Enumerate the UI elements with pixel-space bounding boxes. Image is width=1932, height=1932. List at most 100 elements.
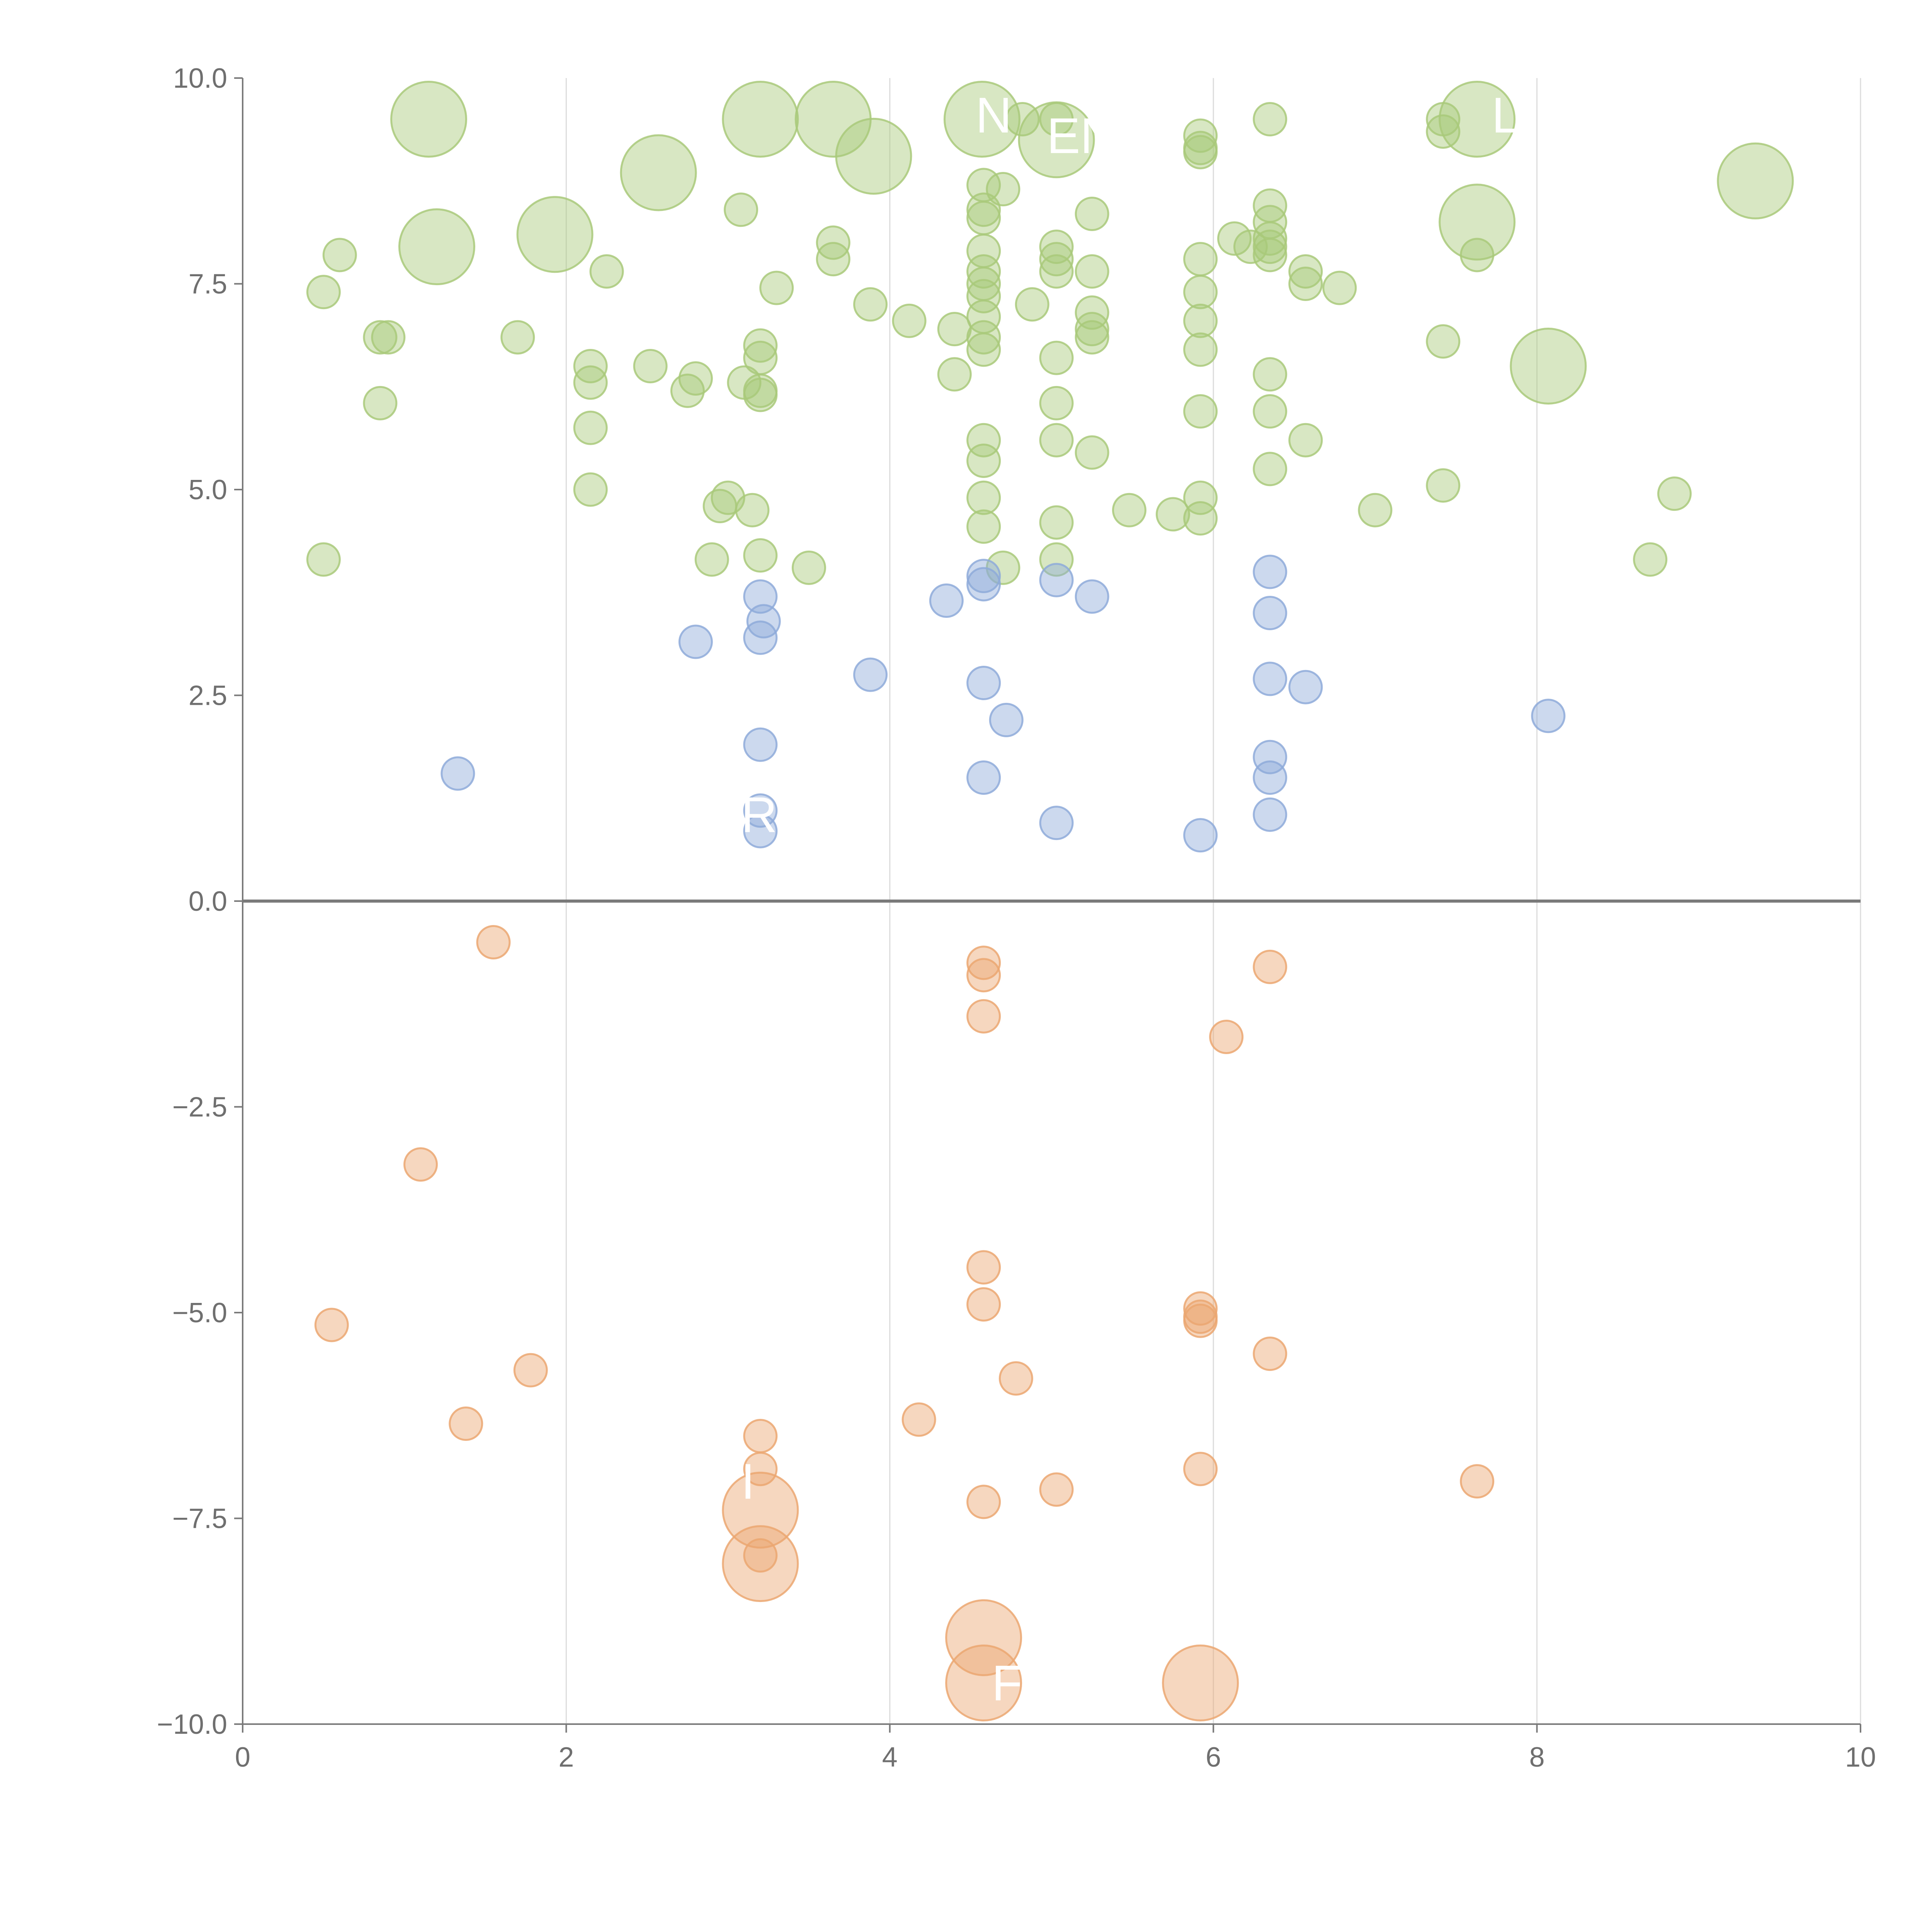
bubble-point <box>743 1452 778 1486</box>
bubble-point <box>743 814 778 849</box>
bubble-point <box>966 559 1001 594</box>
bubble-point <box>440 756 475 791</box>
bubble-point <box>853 287 888 322</box>
bubble-point <box>1253 554 1287 589</box>
bubble-point <box>722 1525 799 1602</box>
bubble-point <box>1075 435 1109 470</box>
bubble-point <box>1209 1019 1244 1054</box>
bubble-label: N <box>976 87 1012 143</box>
bubble-point <box>1039 230 1074 264</box>
bubble-point <box>743 579 778 614</box>
bubble-point <box>1156 497 1190 532</box>
bubble-point <box>1039 242 1074 277</box>
bubble-point <box>1039 386 1074 420</box>
y-tick-label: −7.5 <box>172 1503 227 1534</box>
bubble-point <box>966 279 1001 313</box>
bubble-point <box>1460 238 1495 272</box>
bubble-label: F <box>992 1655 1022 1711</box>
bubble-point <box>1717 142 1794 219</box>
bubble-point <box>937 357 972 392</box>
bubble-point <box>589 254 624 289</box>
bubble-point <box>1005 102 1040 136</box>
bubble-point <box>1039 806 1074 840</box>
bubble-point <box>966 320 1001 355</box>
bubble-point <box>966 946 1001 980</box>
y-tick-label: 5.0 <box>189 474 227 505</box>
x-tick-label: 2 <box>558 1742 574 1773</box>
bubble-point <box>1253 394 1287 429</box>
bubble-labels: N EN L R I F <box>741 87 1520 1711</box>
bubble-point <box>743 328 778 363</box>
bubble-point <box>1233 230 1268 264</box>
bubble-point <box>989 702 1024 737</box>
bubble-point <box>573 472 608 507</box>
bubble-point <box>1162 1645 1239 1721</box>
bubble-point <box>966 1287 1001 1322</box>
bubble-point <box>966 666 1001 701</box>
bubble-point <box>966 254 1001 289</box>
bubble-point <box>678 361 713 396</box>
bubble-point <box>1253 238 1287 272</box>
bubble-point <box>1358 493 1393 527</box>
bubble-point <box>694 542 729 577</box>
bubble-point <box>966 958 1001 993</box>
bubble-point <box>1075 320 1109 355</box>
x-tick-label: 0 <box>235 1742 250 1773</box>
bubble-point <box>743 378 778 412</box>
bubble-point <box>1039 563 1074 597</box>
bubble-point <box>966 1485 1001 1519</box>
y-tick-label: 7.5 <box>189 269 227 300</box>
bubble-point <box>816 242 850 277</box>
bubble-point <box>1039 254 1074 289</box>
bubble-point <box>929 583 964 618</box>
bubble-point <box>759 270 794 305</box>
bubble-point <box>722 1471 799 1549</box>
bubble-point <box>1253 949 1287 984</box>
bubble-point <box>314 1308 349 1342</box>
bubble-point <box>966 567 1001 602</box>
bubble-point <box>966 1250 1001 1285</box>
bubble-point <box>1510 328 1587 405</box>
bubble-point <box>1288 254 1323 289</box>
bubble-label: I <box>741 1453 755 1510</box>
bubble-point <box>1253 797 1287 832</box>
bubble-point <box>620 134 697 211</box>
bubble-point <box>743 1419 778 1453</box>
bubble-point <box>1183 394 1218 429</box>
bubble-point <box>516 196 594 273</box>
bubble-point <box>1426 468 1461 503</box>
bubble-point <box>1183 1303 1218 1338</box>
bubble-point <box>986 172 1020 207</box>
bubble-point <box>1253 662 1287 696</box>
bubble-point <box>1253 102 1287 136</box>
bubble-point <box>1253 1337 1287 1371</box>
bubble-point <box>1039 542 1074 577</box>
bubble-point <box>363 320 398 355</box>
x-tick-label: 6 <box>1206 1742 1221 1773</box>
bubble-point <box>398 208 475 286</box>
bubble-point <box>1183 818 1218 853</box>
bubble-point <box>513 1353 548 1388</box>
x-tick-label: 10 <box>1845 1742 1876 1773</box>
bubble-point <box>1253 357 1287 392</box>
bubble-point <box>1253 452 1287 486</box>
bubble-point <box>791 550 826 585</box>
bubble-point <box>966 760 1001 795</box>
bubble-point <box>1253 596 1287 630</box>
bubble-point <box>1322 270 1357 305</box>
bubble-point <box>1426 114 1461 149</box>
bubble-point <box>1183 501 1218 536</box>
y-tick-label: −10.0 <box>157 1709 227 1740</box>
y-tick-label: 10.0 <box>173 63 227 94</box>
bubble-point <box>363 386 398 420</box>
bubble-label: L <box>1492 87 1519 143</box>
bubble-point <box>1015 287 1049 322</box>
bubble-point <box>573 365 608 400</box>
bubble-point <box>1217 221 1252 256</box>
bubble-point <box>943 81 1020 158</box>
bubble-point <box>403 1147 438 1182</box>
bubble-point <box>1183 1291 1218 1326</box>
bubble-point <box>500 320 535 355</box>
bubble-point <box>743 1538 778 1573</box>
